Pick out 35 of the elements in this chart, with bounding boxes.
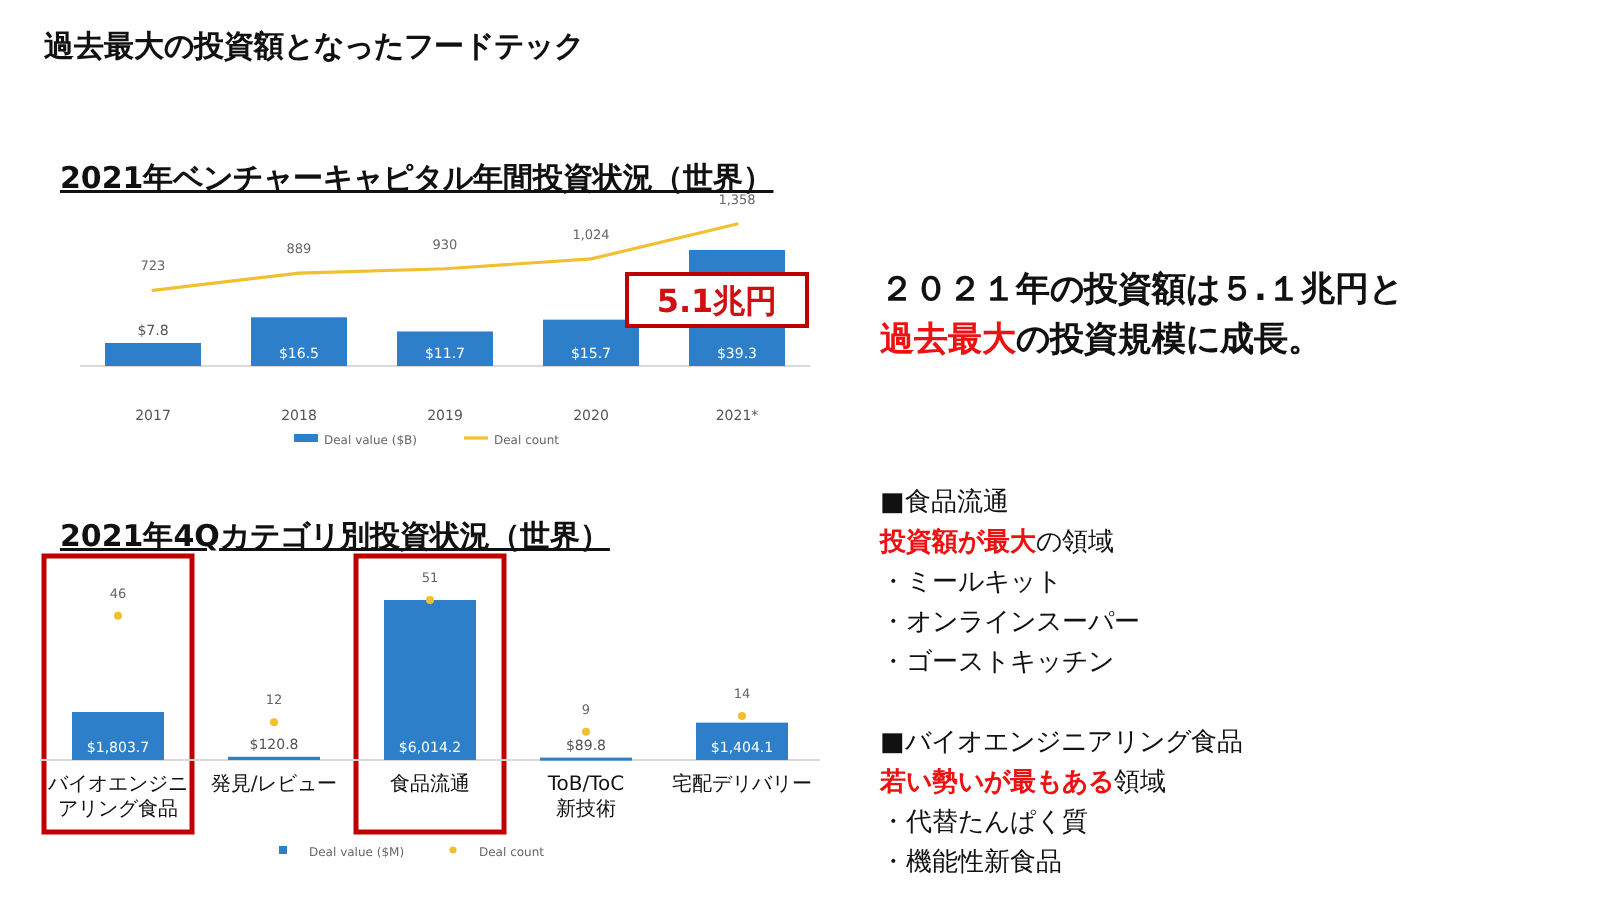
chart-title: 2021年4Qカテゴリ別投資状況（世界） xyxy=(60,518,610,554)
point xyxy=(426,596,434,604)
text: ・機能性新食品 xyxy=(880,848,1062,878)
bar xyxy=(251,317,347,366)
text: 投資額が最大 xyxy=(878,526,1038,558)
text: ２０２１年の投資額は５.１兆円と xyxy=(880,270,1403,310)
bar xyxy=(696,722,788,760)
x-tick-label: 発見/レビュー xyxy=(210,774,338,796)
bar xyxy=(543,319,639,366)
chart-title: 2021年ベンチャーキャピタル年間投資状況（世界） xyxy=(60,160,774,196)
point xyxy=(270,718,278,727)
annotation: 5.1兆円 xyxy=(656,282,778,320)
text: 若い勢いが最もある xyxy=(878,766,1114,798)
text: ・ミールキット xyxy=(880,568,1062,598)
x-tick-label: 宅配デリバリー xyxy=(672,772,812,796)
point xyxy=(738,712,746,721)
bar xyxy=(105,342,201,366)
text: 領域 xyxy=(1114,768,1166,798)
bar xyxy=(397,331,493,366)
bar xyxy=(72,712,164,760)
x-tick-label: ToB/ToC 新技術 xyxy=(545,774,625,821)
x-tick-label: バイオエンジニアリング食品 xyxy=(46,774,188,821)
x-tick-label: 食品流通 xyxy=(390,772,470,796)
text: ■バイオエンジニアリング食品 xyxy=(880,728,1243,758)
text: 過去最大 xyxy=(878,320,1018,360)
text: ・代替たんぱく質 xyxy=(880,808,1088,838)
text: ■食品流通 xyxy=(880,486,1009,518)
point xyxy=(114,611,122,620)
text: ・ゴーストキッチン xyxy=(880,648,1114,678)
point xyxy=(582,727,590,736)
text: の投資規模に成長。 xyxy=(1016,320,1322,360)
text: 過去最大の投資額となったフードテック xyxy=(42,28,584,64)
text: ・オンラインスーパー xyxy=(880,608,1140,638)
text: の領域 xyxy=(1036,528,1114,558)
bar xyxy=(384,600,476,760)
